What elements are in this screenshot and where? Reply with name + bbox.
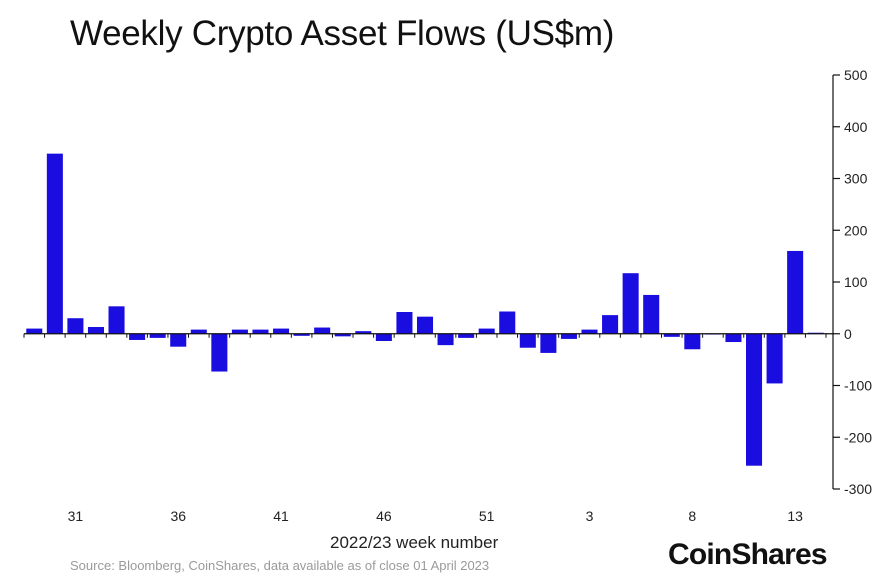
y-tick-label: 0 xyxy=(844,326,852,342)
bar xyxy=(684,333,701,350)
zero-axis xyxy=(23,333,834,338)
x-tick-label: 46 xyxy=(376,508,392,524)
bar xyxy=(108,306,125,334)
bar xyxy=(87,327,104,334)
y-tick-label: 400 xyxy=(844,119,868,135)
bar xyxy=(67,318,84,334)
bar xyxy=(46,153,63,334)
bar xyxy=(478,328,495,334)
bar xyxy=(499,311,516,334)
bar xyxy=(293,333,310,336)
coinshares-logo: CoinShares xyxy=(668,538,828,571)
bar xyxy=(725,333,742,343)
x-tick-label: 51 xyxy=(479,508,495,524)
bar xyxy=(602,315,619,334)
bar xyxy=(458,333,475,338)
x-tick-label: 36 xyxy=(170,508,186,524)
bar xyxy=(273,328,290,334)
chart-title: Weekly Crypto Asset Flows (US$m) xyxy=(70,14,615,53)
bar xyxy=(622,273,639,334)
x-tick-label: 8 xyxy=(688,508,696,524)
source-note: Source: Bloomberg, CoinShares, data avai… xyxy=(70,558,490,573)
x-axis-label: 2022/23 week number xyxy=(330,533,499,552)
bar xyxy=(231,329,248,334)
bar xyxy=(314,327,331,334)
bar xyxy=(149,333,166,338)
bar xyxy=(252,329,269,334)
y-tick-label: 100 xyxy=(844,274,868,290)
bar xyxy=(540,333,557,353)
bar xyxy=(643,294,660,334)
y-axis: 500 400 300 200 100 0 -100 -200 -300 xyxy=(832,67,872,497)
bar xyxy=(581,329,598,334)
bar xyxy=(170,333,187,347)
y-tick-label: 200 xyxy=(844,222,868,238)
bar xyxy=(519,333,536,348)
bar xyxy=(560,333,577,339)
bar xyxy=(746,333,763,466)
bar xyxy=(334,333,351,337)
bar xyxy=(396,312,413,334)
bar xyxy=(355,331,372,334)
bar xyxy=(26,328,43,334)
x-tick-label: 31 xyxy=(68,508,84,524)
bar xyxy=(190,329,207,334)
bar xyxy=(787,250,804,334)
bar xyxy=(663,333,680,337)
bar xyxy=(766,333,783,384)
y-tick-label: -200 xyxy=(844,429,872,445)
y-tick-label: -100 xyxy=(844,378,872,394)
bar xyxy=(129,333,146,340)
bar xyxy=(211,333,228,372)
x-tick-label: 13 xyxy=(787,508,803,524)
y-tick-label: 500 xyxy=(844,67,868,83)
x-tick-label: 41 xyxy=(273,508,289,524)
bar xyxy=(375,333,392,341)
bar xyxy=(437,333,454,346)
y-tick-label: -300 xyxy=(844,481,872,497)
x-tick-label: 3 xyxy=(586,508,594,524)
y-tick-label: 300 xyxy=(844,171,868,187)
bar xyxy=(416,316,434,334)
x-axis: 31 36 41 46 51 3 8 13 xyxy=(68,508,804,524)
bars-group xyxy=(26,153,824,466)
